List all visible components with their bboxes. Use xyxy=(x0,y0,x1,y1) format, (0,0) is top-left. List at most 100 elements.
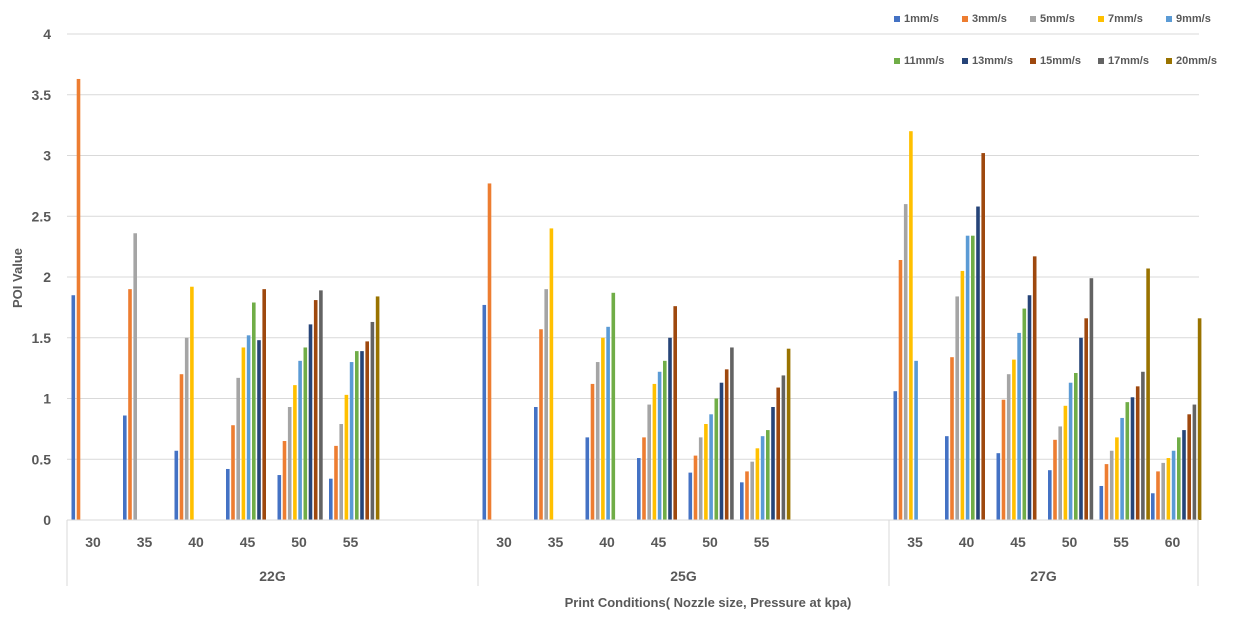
bar xyxy=(344,394,349,520)
bar xyxy=(786,348,791,520)
y-tick-label: 3.5 xyxy=(32,87,52,103)
legend-swatch xyxy=(1098,16,1104,22)
bar xyxy=(1120,417,1124,520)
legend-label: 11mm/s xyxy=(904,55,944,67)
legend-label: 17mm/s xyxy=(1108,55,1149,67)
bar xyxy=(637,458,641,520)
x-tick-label: 40 xyxy=(959,534,975,550)
bar xyxy=(909,131,913,520)
bar xyxy=(1161,462,1165,520)
y-tick-label: 0.5 xyxy=(32,451,52,467)
x-tick-label: 35 xyxy=(548,534,564,550)
bar xyxy=(1192,404,1197,520)
bar xyxy=(688,472,693,520)
bar xyxy=(123,415,127,520)
bar xyxy=(174,450,179,520)
bar xyxy=(1032,256,1037,520)
bar xyxy=(298,360,302,520)
bar xyxy=(714,398,719,520)
bar xyxy=(539,329,543,520)
legend-swatch xyxy=(962,16,968,22)
bars xyxy=(71,78,1202,521)
bar xyxy=(1146,268,1150,520)
bar xyxy=(262,289,266,520)
y-axis-title: POI Value xyxy=(10,248,25,308)
legend-label: 1mm/s xyxy=(904,13,939,25)
bar xyxy=(750,461,754,520)
bar xyxy=(1151,493,1155,520)
bar xyxy=(1053,439,1057,520)
bar xyxy=(355,351,359,520)
bar xyxy=(996,453,1001,520)
bar xyxy=(976,206,980,520)
group-label: 27G xyxy=(1030,568,1057,584)
legend-swatch xyxy=(1030,58,1036,64)
axes: 0 0.5 1 1.5 2 2.5 3 3.5 4 22G 30 35 40 45 50 55 25G 30 35 4… xyxy=(32,26,1199,586)
bar xyxy=(657,371,662,520)
bar xyxy=(277,475,282,520)
bar xyxy=(287,407,292,520)
bar xyxy=(334,445,338,520)
x-tick-label: 45 xyxy=(240,534,256,550)
y-tick-label: 0 xyxy=(43,512,51,528)
legend-swatch xyxy=(894,16,900,22)
bar xyxy=(365,341,369,520)
x-tick-label: 50 xyxy=(291,534,307,550)
y-tick-label: 3 xyxy=(43,148,51,164)
legend-label: 9mm/s xyxy=(1176,13,1211,25)
bar xyxy=(1079,337,1083,520)
y-tick-label: 2.5 xyxy=(32,208,52,224)
bar xyxy=(1058,426,1062,520)
bar xyxy=(184,337,189,520)
bar xyxy=(1089,278,1094,520)
bar xyxy=(595,362,600,520)
bar xyxy=(903,204,908,520)
bar xyxy=(898,259,903,520)
bar xyxy=(647,404,651,520)
bar xyxy=(971,235,975,520)
bar xyxy=(1048,470,1052,520)
x-tick-label: 35 xyxy=(907,534,923,550)
bar xyxy=(766,430,770,520)
legend-swatch xyxy=(962,58,968,64)
bar xyxy=(544,289,548,520)
bar xyxy=(642,437,646,520)
bar xyxy=(730,347,734,520)
bar xyxy=(257,340,261,520)
bar xyxy=(1084,318,1088,520)
bar xyxy=(914,360,918,520)
bar xyxy=(360,351,364,520)
bar xyxy=(303,347,308,520)
legend-swatch xyxy=(1098,58,1104,64)
bar xyxy=(349,362,354,520)
bar xyxy=(482,304,487,520)
legend-label: 20mm/s xyxy=(1176,55,1217,67)
bar xyxy=(71,295,76,520)
bar xyxy=(965,235,970,520)
bar xyxy=(1012,359,1016,520)
bar xyxy=(709,414,713,520)
bar xyxy=(1022,308,1027,520)
bar xyxy=(781,375,786,520)
bar xyxy=(673,306,677,520)
bar xyxy=(1166,458,1171,520)
bar xyxy=(755,448,760,520)
bar xyxy=(704,424,708,520)
bar xyxy=(724,369,729,520)
bar xyxy=(652,383,657,520)
bar xyxy=(1068,382,1073,520)
group-label: 22G xyxy=(259,568,286,584)
bar xyxy=(252,302,256,520)
bar xyxy=(1177,437,1181,520)
bar xyxy=(549,228,554,520)
x-tick-label: 30 xyxy=(85,534,101,550)
bar xyxy=(319,290,323,520)
bar xyxy=(1104,464,1109,520)
bar xyxy=(585,437,590,520)
bar xyxy=(241,347,246,520)
bar xyxy=(1001,399,1006,520)
bar xyxy=(771,407,775,520)
bar xyxy=(339,424,343,520)
bar xyxy=(308,324,313,520)
